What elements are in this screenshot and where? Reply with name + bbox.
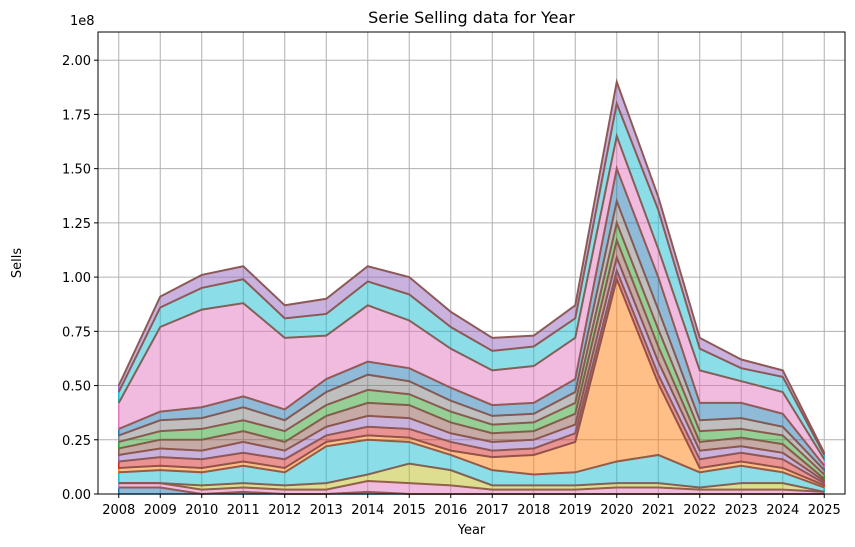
x-tick-label: 2018 — [517, 503, 550, 518]
y-tick-label: 0.75 — [62, 325, 91, 340]
y-tick-label: 2.00 — [62, 54, 91, 69]
y-tick-label: 1.75 — [62, 108, 91, 123]
x-tick-label: 2021 — [642, 503, 675, 518]
x-tick-label: 2014 — [351, 503, 384, 518]
area-edge-s10 — [118, 197, 825, 471]
area-edge-s14 — [117, 78, 826, 454]
x-tick-label: 2008 — [102, 503, 135, 518]
x-tick-label: 2020 — [600, 503, 633, 518]
area-edge-s3 — [118, 462, 825, 493]
y-tick-label: 0.50 — [62, 380, 91, 395]
y-tick-label: 1.25 — [62, 217, 91, 232]
x-tick-label: 2022 — [683, 503, 716, 518]
area-edge-s2 — [118, 479, 825, 493]
x-tick-label: 2023 — [725, 503, 758, 518]
x-axis-label: Year — [457, 523, 486, 538]
x-tick-label: 2009 — [144, 503, 177, 518]
y-tick-label: 1.00 — [62, 271, 91, 286]
y-axis-multiplier: 1e8 — [70, 14, 95, 29]
area-edge-s4 — [118, 438, 825, 489]
y-axis: 0.00 0.25 0.50 0.75 1.00 1.25 1.50 1.75 2.00 — [62, 54, 98, 503]
area-edge-s5 — [118, 276, 825, 487]
y-tick-label: 0.25 — [62, 434, 91, 449]
y-tick-label: 1.50 — [62, 163, 91, 178]
x-tick-label: 2010 — [185, 503, 218, 518]
area-edge-s13 — [117, 99, 826, 456]
area-edge-s11 — [118, 165, 826, 467]
y-tick-label: 0.00 — [62, 488, 91, 503]
area-edge-s7 — [118, 254, 825, 482]
area-edge-s12 — [117, 132, 826, 460]
x-tick-label: 2016 — [434, 503, 467, 518]
y-axis-label: Sells — [10, 248, 25, 278]
area-edge-s9 — [118, 219, 825, 476]
plot-frame — [97, 31, 846, 495]
area-edge-s6 — [118, 267, 825, 485]
x-tick-label: 2025 — [808, 503, 841, 518]
chart-title: Serie Selling data for Year — [368, 8, 575, 27]
x-tick-label: 2015 — [393, 503, 426, 518]
x-tick-label: 2024 — [766, 503, 799, 518]
x-tick-label: 2013 — [310, 503, 343, 518]
x-tick-label: 2012 — [268, 503, 301, 518]
area-edge-s8 — [118, 236, 825, 480]
x-tick-label: 2019 — [559, 503, 592, 518]
x-tick-label: 2011 — [227, 503, 260, 518]
x-tick-label: 2017 — [476, 503, 509, 518]
x-axis: 2008 2009 2010 2011 2012 2013 2014 2015 2016 2017… — [102, 494, 841, 518]
